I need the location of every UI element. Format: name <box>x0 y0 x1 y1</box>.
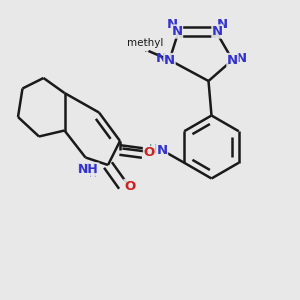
Text: NH: NH <box>78 163 99 176</box>
Text: NH: NH <box>76 161 98 175</box>
Text: N: N <box>227 53 238 67</box>
Text: N: N <box>212 25 223 38</box>
Text: O: O <box>124 179 135 193</box>
Text: N: N <box>155 52 167 65</box>
Text: methyl: methyl <box>145 50 149 52</box>
Text: N: N <box>171 25 183 38</box>
Text: N: N <box>216 17 228 31</box>
Text: methyl: methyl <box>145 42 149 43</box>
Text: H: H <box>89 169 97 179</box>
Text: N: N <box>166 17 178 31</box>
Text: H: H <box>149 143 158 156</box>
Text: H: H <box>149 143 158 157</box>
Text: N: N <box>156 144 168 157</box>
Text: N: N <box>156 143 168 157</box>
Text: O: O <box>143 146 155 160</box>
Text: methyl: methyl <box>127 38 164 49</box>
Text: O: O <box>143 146 155 160</box>
Text: O: O <box>124 179 135 193</box>
Text: N: N <box>236 52 247 65</box>
Text: N: N <box>164 53 175 67</box>
